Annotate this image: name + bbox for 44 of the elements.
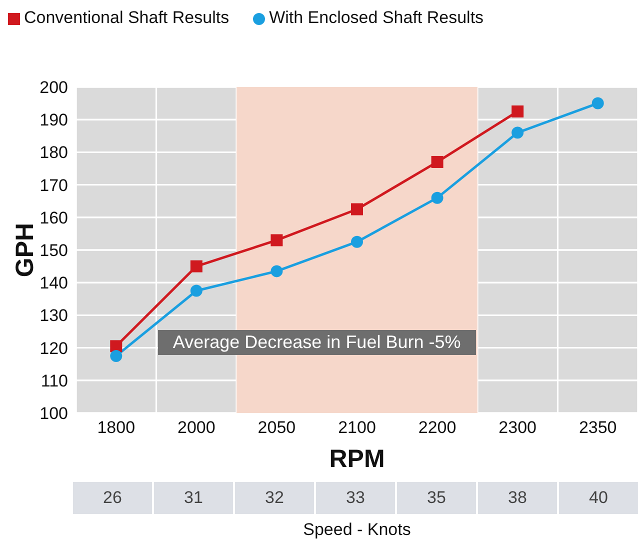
text: 33 xyxy=(316,482,395,514)
y-tick-label: 110 xyxy=(40,371,68,390)
point xyxy=(592,97,604,110)
point xyxy=(110,340,122,352)
y-tick-label: 160 xyxy=(40,208,68,228)
text: 38 xyxy=(478,482,557,514)
point xyxy=(431,192,444,204)
point xyxy=(190,260,202,272)
text: 26 xyxy=(73,482,152,514)
x-tick-label: 2100 xyxy=(338,418,376,438)
x-tick-label: 2200 xyxy=(418,418,456,438)
point xyxy=(512,126,524,139)
point xyxy=(270,234,283,246)
x-tick-label: 1800 xyxy=(97,418,136,438)
y-tick-label: 190 xyxy=(40,110,68,130)
y-tick-label: 180 xyxy=(40,143,68,162)
point xyxy=(110,350,122,362)
x-tick-label: 2350 xyxy=(578,418,617,438)
text: Speed - Knots xyxy=(302,520,412,540)
text: 35 xyxy=(397,482,476,514)
y-tick-label: 150 xyxy=(40,241,68,260)
point xyxy=(512,105,524,118)
annotation: Average Decrease in Fuel Burn -5% xyxy=(158,330,476,356)
x-tick-label: 2000 xyxy=(178,418,216,438)
x-axis-title: RPM xyxy=(329,445,385,473)
y-tick-label: 140 xyxy=(40,274,68,293)
text: 32 xyxy=(235,482,314,514)
y-tick-label: 120 xyxy=(40,338,68,358)
y-tick-label: 100 xyxy=(40,404,68,424)
text: 40 xyxy=(559,482,638,514)
x-tick-label: 2050 xyxy=(258,418,296,438)
point xyxy=(431,156,444,168)
y-tick-label: 170 xyxy=(40,176,68,195)
point xyxy=(270,265,283,278)
point xyxy=(351,236,363,248)
text: 31 xyxy=(154,482,233,514)
y-axis-title: GPH xyxy=(10,222,39,278)
legend-label: Conventional Shaft Results xyxy=(24,8,230,27)
point xyxy=(190,284,202,297)
legend-label: With Enclosed Shaft Results xyxy=(269,8,484,27)
x-tick-label: 2300 xyxy=(498,418,536,438)
point xyxy=(351,203,363,216)
y-tick-label: 130 xyxy=(40,306,68,326)
y-tick-label: 200 xyxy=(40,78,68,98)
